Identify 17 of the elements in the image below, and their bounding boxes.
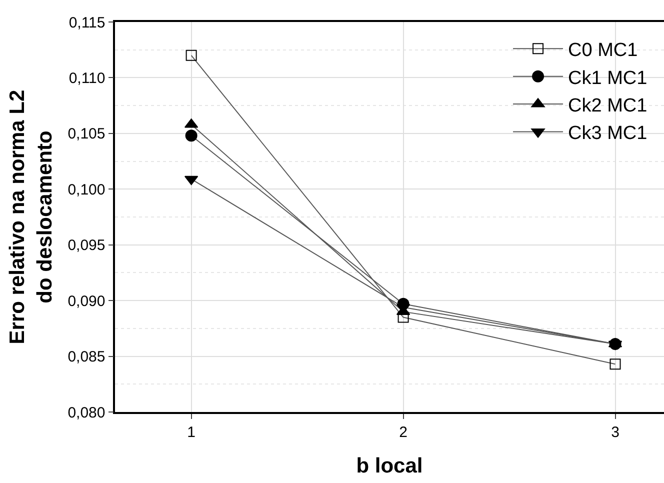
y-tick-label: 0,085 xyxy=(68,348,106,366)
legend-label: C0 MC1 xyxy=(568,40,638,62)
legend-label: Ck3 MC1 xyxy=(568,123,648,144)
y-tick-label: 0,110 xyxy=(68,70,106,87)
y-tick-label: 0,105 xyxy=(68,126,106,143)
x-tick-label: 3 xyxy=(611,424,620,441)
x-axis-title: b local xyxy=(356,454,423,478)
x-tick-label: 1 xyxy=(187,424,196,441)
legend-label: Ck1 MC1 xyxy=(568,68,648,89)
y-tick-label: 0,095 xyxy=(68,237,106,254)
legend-label: Ck2 MC1 xyxy=(568,95,648,116)
y-tick-label: 0,100 xyxy=(68,181,106,198)
y-axis-title: Erro relativo na norma L2 do deslocamento xyxy=(6,90,56,344)
y-tick-label: 0,090 xyxy=(68,292,106,310)
y-tick-label: 0,080 xyxy=(68,404,106,422)
x-tick-label: 2 xyxy=(399,424,408,441)
y-tick-label: 0,115 xyxy=(68,14,106,32)
